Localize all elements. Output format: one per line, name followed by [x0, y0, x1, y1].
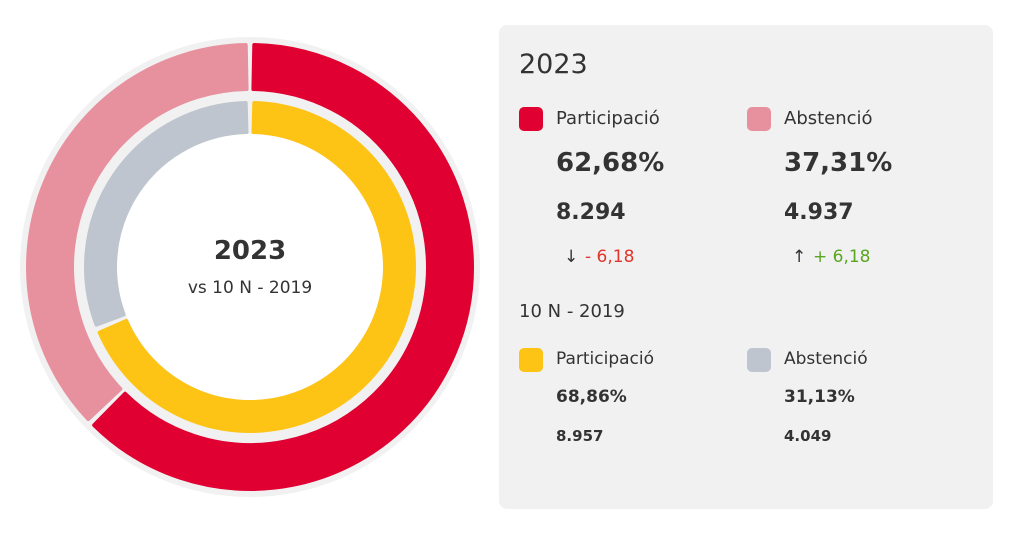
- legend-panel: 2023 Participació 62,68% 8.294 ↓ - 6,18 …: [499, 25, 993, 509]
- donut-slice-inner-abstenci[interactable]: [84, 101, 249, 327]
- abstencio-2019-count: 4.049: [784, 427, 832, 445]
- participacio-2023-percent: 62,68%: [556, 148, 665, 178]
- legend-swatch-abstencio-2023: [747, 107, 771, 131]
- arrow-up-icon: ↑: [792, 247, 807, 267]
- arrow-down-icon: ↓: [564, 247, 579, 267]
- center-subtitle: vs 10 N - 2019: [187, 278, 313, 298]
- previous-election-title: 10 N - 2019: [519, 301, 625, 322]
- donut-slice-inner-participaci[interactable]: [97, 101, 416, 433]
- legend-label-abstencio-2019: Abstenció: [784, 349, 868, 369]
- legend-swatch-abstencio-2019: [747, 348, 771, 372]
- legend-label-abstencio-2023: Abstenció: [784, 108, 873, 129]
- participacio-2019-percent: 68,86%: [556, 387, 627, 407]
- legend-label-participacio-2019: Participació: [556, 349, 655, 369]
- abstencio-2019-percent: 31,13%: [784, 387, 855, 407]
- donut-chart: [20, 37, 480, 497]
- abstencio-delta: + 6,18: [813, 247, 871, 267]
- legend-swatch-participacio-2023: [519, 107, 543, 131]
- participacio-delta: - 6,18: [585, 247, 635, 267]
- center-title: 2023: [213, 236, 287, 266]
- current-year-title: 2023: [519, 49, 588, 80]
- participacio-2019-count: 8.957: [556, 427, 604, 445]
- participacio-2023-count: 8.294: [556, 200, 626, 225]
- legend-label-participacio-2023: Participació: [556, 108, 660, 129]
- donut-hole: [117, 134, 383, 400]
- legend-swatch-participacio-2019: [519, 348, 543, 372]
- abstencio-2023-count: 4.937: [784, 200, 854, 225]
- donut-slice-outer-abstenci[interactable]: [26, 43, 249, 422]
- abstencio-2023-percent: 37,31%: [784, 148, 893, 178]
- donut-slice-outer-participaci[interactable]: [92, 43, 474, 491]
